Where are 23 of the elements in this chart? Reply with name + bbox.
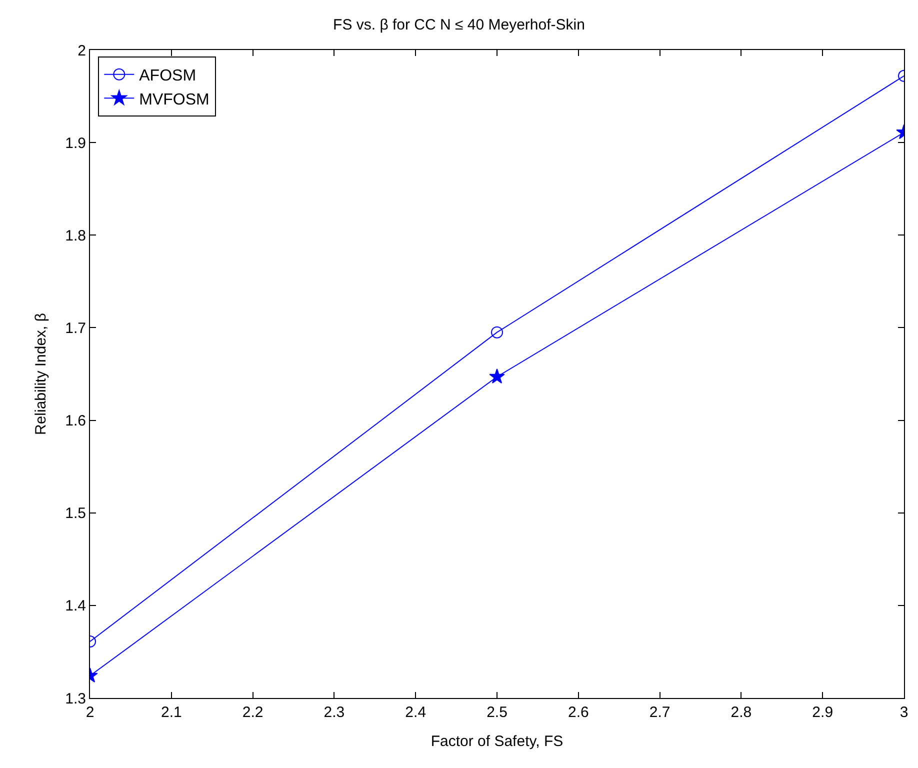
x-tick-label: 2.7 bbox=[649, 704, 670, 721]
x-tick-label: 2.6 bbox=[568, 704, 589, 721]
x-tick-label: 2.3 bbox=[324, 704, 345, 721]
y-axis-title: Reliability Index, β bbox=[32, 312, 50, 436]
legend-label: AFOSM bbox=[139, 68, 196, 85]
y-tick-label: 2 bbox=[78, 42, 86, 60]
x-tick-label: 2.9 bbox=[812, 704, 834, 721]
y-tick-label: 1.7 bbox=[65, 320, 86, 337]
y-tick-label: 1.6 bbox=[65, 412, 86, 430]
y-tick-label: 1.8 bbox=[65, 227, 86, 244]
x-tick-label: 3 bbox=[900, 704, 908, 721]
y-tick-label: 1.5 bbox=[65, 505, 86, 522]
y-tick-label: 1.4 bbox=[65, 598, 86, 615]
y-tick-label: 1.9 bbox=[65, 134, 86, 152]
x-tick-label: 2.5 bbox=[486, 704, 508, 721]
x-tick-label: 2.4 bbox=[405, 704, 426, 721]
x-tick-label: 2.8 bbox=[730, 704, 752, 721]
legend-label: MVFOSM bbox=[139, 91, 210, 108]
chart-title: FS vs. β for CC N ≤ 40 Meyerhof-Skin bbox=[333, 16, 585, 34]
x-tick-label: 2.1 bbox=[160, 704, 182, 721]
x-tick-label: 2.2 bbox=[242, 704, 264, 721]
x-axis-title: Factor of Safety, FS bbox=[430, 733, 564, 750]
y-tick-label: 1.3 bbox=[65, 690, 86, 708]
